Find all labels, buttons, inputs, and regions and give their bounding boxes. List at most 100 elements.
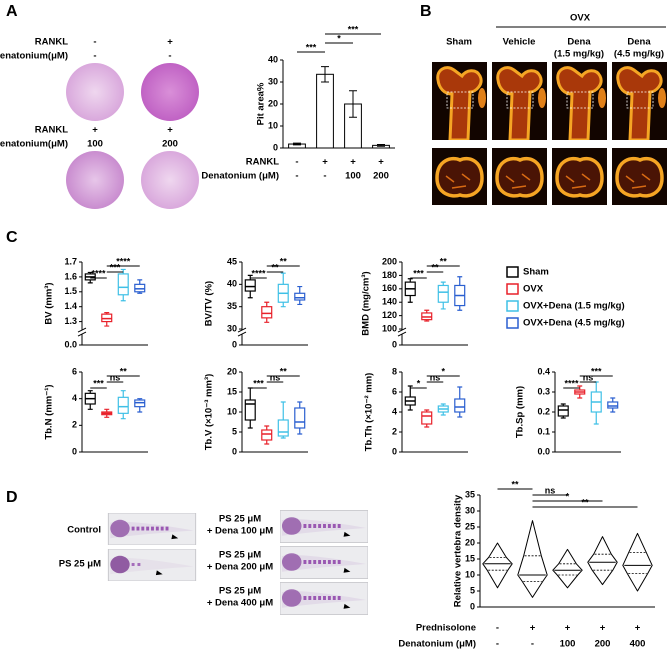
significance-label: ns bbox=[270, 372, 281, 382]
y-tick-label: 5 bbox=[232, 426, 237, 436]
row-label: RANKL bbox=[35, 125, 68, 136]
significance-label: * bbox=[441, 366, 445, 376]
row-value: 400 bbox=[630, 639, 646, 650]
box bbox=[294, 292, 306, 301]
y-tick-label: 180 bbox=[382, 270, 397, 280]
row-label: Denatonium(μM) bbox=[0, 51, 68, 62]
significance-label: *** bbox=[306, 42, 317, 52]
row-value: - bbox=[496, 623, 499, 634]
y-tick-label: 45 bbox=[227, 256, 237, 266]
row-value: 100 bbox=[87, 139, 103, 150]
significance-label: **** bbox=[91, 268, 106, 278]
fish-image bbox=[280, 546, 368, 579]
image-label: PS 25 μM bbox=[219, 514, 261, 525]
y-axis-label: BV (mm³) bbox=[44, 282, 55, 324]
y-tick-label: 0 bbox=[392, 339, 397, 349]
row-value: + bbox=[565, 623, 571, 634]
significance-label: * bbox=[566, 491, 570, 501]
error-bar bbox=[349, 90, 357, 118]
y-tick-label: 4 bbox=[72, 393, 77, 403]
column-label: Dena bbox=[567, 37, 591, 48]
y-tick-label: 30 bbox=[465, 505, 475, 515]
column-label: Vehicle bbox=[503, 37, 536, 48]
y-tick-label: 30 bbox=[268, 76, 278, 86]
bar bbox=[316, 73, 334, 149]
image-label: PS 25 μM bbox=[219, 550, 261, 561]
y-tick-label: 25 bbox=[465, 521, 475, 531]
row-value: - bbox=[295, 157, 298, 168]
legend-label: OVX+Dena (4.5 mg/kg) bbox=[523, 318, 625, 329]
row-label: RANKL bbox=[35, 37, 68, 48]
y-tick-label: 5 bbox=[470, 585, 475, 595]
row-value: + bbox=[530, 623, 536, 634]
y-tick-label: 30 bbox=[227, 323, 237, 333]
error-bar bbox=[293, 142, 301, 146]
y-tick-label: 120 bbox=[382, 310, 397, 320]
column-label: Sham bbox=[446, 37, 472, 48]
fish-image bbox=[280, 510, 368, 543]
pit-image bbox=[141, 151, 199, 209]
significance-label: ** bbox=[280, 366, 288, 376]
y-axis-label: Tb.N (mm⁻¹) bbox=[44, 384, 55, 439]
pit-image bbox=[66, 151, 124, 209]
y-tick-label: 10 bbox=[268, 120, 278, 130]
significance-label: **** bbox=[116, 256, 131, 266]
image-label: PS 25 μM bbox=[59, 559, 101, 570]
row-value: 200 bbox=[595, 639, 611, 650]
y-tick-label: 100 bbox=[382, 323, 397, 333]
row-label: Denatonium(μM) bbox=[0, 139, 68, 150]
row-value: 100 bbox=[560, 639, 576, 650]
significance-label: ns bbox=[545, 485, 556, 495]
legend-swatch bbox=[506, 266, 519, 278]
y-tick-label: 40 bbox=[227, 279, 237, 289]
y-tick-label: 1.7 bbox=[64, 256, 77, 266]
legend-label: OVX bbox=[523, 284, 544, 295]
y-axis-label: BMD (mg/cm³) bbox=[361, 271, 372, 335]
ct-section bbox=[552, 148, 607, 205]
box bbox=[294, 407, 306, 429]
legend-swatch bbox=[506, 317, 519, 329]
y-tick-label: 35 bbox=[465, 489, 475, 499]
row-value: - bbox=[93, 37, 96, 48]
y-tick-label: 0.0 bbox=[64, 339, 77, 349]
significance-label: * bbox=[337, 33, 341, 43]
y-tick-label: 0.2 bbox=[537, 406, 550, 416]
box bbox=[557, 405, 569, 417]
y-tick-label: 1.4 bbox=[64, 301, 77, 311]
row-value: - bbox=[168, 51, 171, 62]
violin bbox=[622, 532, 653, 592]
y-tick-label: 0.3 bbox=[537, 386, 550, 396]
y-tick-label: 0 bbox=[392, 446, 397, 456]
y-tick-label: 10 bbox=[227, 406, 237, 416]
y-tick-label: 8 bbox=[392, 366, 397, 376]
significance-label: ** bbox=[581, 497, 589, 507]
y-tick-label: 2 bbox=[392, 426, 397, 436]
y-tick-label: 160 bbox=[382, 283, 397, 293]
y-tick-label: 0 bbox=[232, 339, 237, 349]
y-tick-label: 1.3 bbox=[64, 316, 77, 326]
panel-label: C bbox=[6, 229, 18, 246]
column-label: Dena bbox=[627, 37, 651, 48]
row-value: - bbox=[323, 171, 326, 182]
legend-swatch bbox=[506, 283, 519, 295]
box bbox=[261, 306, 273, 319]
panel-label: B bbox=[420, 3, 432, 20]
row-label: Denatonium (μM) bbox=[398, 639, 476, 650]
axis-break bbox=[238, 330, 246, 335]
box bbox=[421, 411, 433, 425]
y-tick-label: 20 bbox=[227, 366, 237, 376]
box bbox=[261, 429, 273, 441]
y-tick-label: 0 bbox=[273, 142, 278, 152]
row-value: 200 bbox=[162, 139, 178, 150]
row-value: + bbox=[322, 157, 328, 168]
significance-label: ** bbox=[511, 479, 519, 489]
row-label: Prednisolone bbox=[416, 623, 476, 634]
y-tick-label: 1.5 bbox=[64, 286, 77, 296]
y-axis-label: Relative vertebra density bbox=[453, 494, 464, 607]
y-axis-label: Tb.Sp (mm) bbox=[515, 386, 526, 438]
row-value: + bbox=[635, 623, 641, 634]
image-label: + Dena 400 μM bbox=[207, 598, 273, 609]
violin bbox=[482, 542, 513, 589]
y-tick-label: 10 bbox=[465, 569, 475, 579]
box bbox=[277, 419, 289, 437]
